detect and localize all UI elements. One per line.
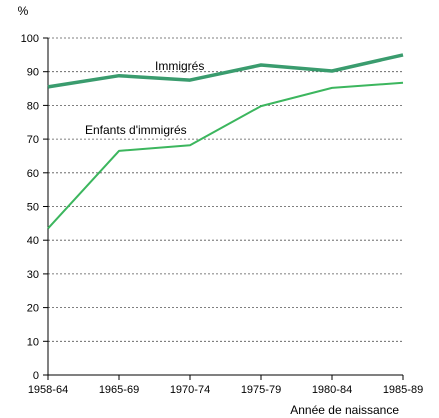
y-tick-label: 10 [27, 336, 39, 348]
series-line [47, 53, 404, 89]
y-tick-label: 20 [27, 303, 39, 315]
y-tick-label: 50 [27, 202, 39, 214]
y-tick-label: 40 [27, 235, 39, 247]
y-tick-label: 0 [33, 370, 39, 382]
x-tick-label: 1970-74 [170, 384, 210, 396]
y-tick-label: 30 [27, 269, 39, 281]
x-axis-ticks: 1958-64 1965-69 1970-74 1975-79 1980-84 1985-… [28, 375, 423, 396]
y-tick-label: 90 [27, 67, 39, 79]
x-tick-label: 1980-84 [312, 384, 352, 396]
x-tick-label: 1985-89 [383, 384, 423, 396]
series-label-enfants: Enfants d'immigrés [85, 123, 187, 137]
y-tick-label: 60 [27, 168, 39, 180]
x-tick-label: 1965-69 [99, 384, 139, 396]
y-tick-label: 70 [27, 134, 39, 146]
x-tick-label: 1958-64 [28, 384, 68, 396]
y-axis-label: % [18, 4, 29, 18]
grid [48, 37, 403, 342]
y-tick-label: 100 [21, 33, 39, 45]
x-axis-label: Année de naissance [290, 403, 399, 417]
series-group [47, 53, 404, 230]
y-tick-label: 80 [27, 100, 39, 112]
y-axis-ticks: 0 10 20 30 40 50 60 70 80 90 100 [21, 33, 48, 382]
series-line [47, 81, 404, 230]
x-tick-label: 1975-79 [241, 384, 281, 396]
series-label-immigres: Immigrés [155, 59, 204, 73]
